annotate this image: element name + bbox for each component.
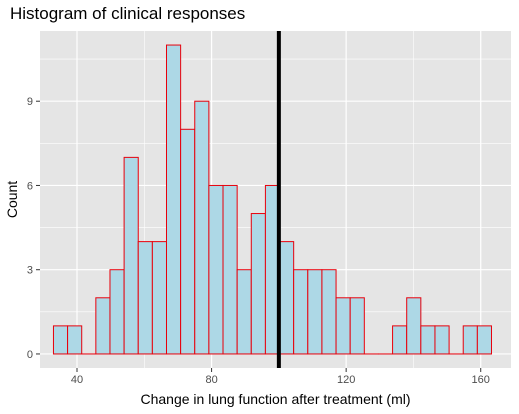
histogram-bar	[349, 297, 365, 355]
histogram-bar	[392, 325, 408, 355]
y-axis-title: Count	[4, 181, 20, 218]
histogram-bar	[208, 184, 224, 355]
histogram-bar	[194, 100, 210, 355]
histogram-bar	[52, 325, 69, 355]
histogram-bar	[109, 269, 125, 355]
histogram-bar	[476, 325, 492, 355]
histogram-bar	[279, 241, 295, 355]
histogram-bar	[236, 269, 252, 355]
histogram-bar	[293, 269, 309, 355]
histogram-bar	[137, 241, 153, 355]
histogram-bar	[151, 241, 167, 355]
chart-title: Histogram of clinical responses	[10, 4, 246, 23]
y-tick-label: 0	[27, 349, 33, 361]
y-tick-label: 3	[27, 265, 33, 277]
y-tick-label: 9	[27, 96, 33, 108]
histogram-bar	[222, 184, 238, 355]
histogram-bar	[462, 325, 478, 355]
x-axis-title: Change in lung function after treatment …	[140, 391, 410, 407]
histogram-bar	[180, 128, 196, 355]
histogram-bar	[123, 156, 139, 355]
x-tick-label: 160	[472, 374, 490, 386]
histogram-bar	[335, 297, 351, 355]
histogram-bar	[67, 325, 83, 355]
histogram-bar	[307, 269, 323, 355]
x-tick-label: 80	[205, 374, 217, 386]
x-tick-label: 40	[71, 374, 83, 386]
y-tick-label: 6	[27, 180, 33, 192]
histogram-bar	[420, 325, 436, 355]
histogram-bar	[321, 269, 337, 355]
histogram-bar	[406, 297, 422, 355]
histogram-bar	[250, 213, 266, 355]
histogram-bars	[52, 44, 492, 355]
histogram-bar	[95, 297, 111, 355]
x-tick-label: 120	[337, 374, 355, 386]
histogram-bar	[165, 44, 182, 355]
axis-ticks: 40 80 120 160 0 3 6 9	[27, 96, 490, 386]
histogram-bar	[434, 325, 450, 355]
